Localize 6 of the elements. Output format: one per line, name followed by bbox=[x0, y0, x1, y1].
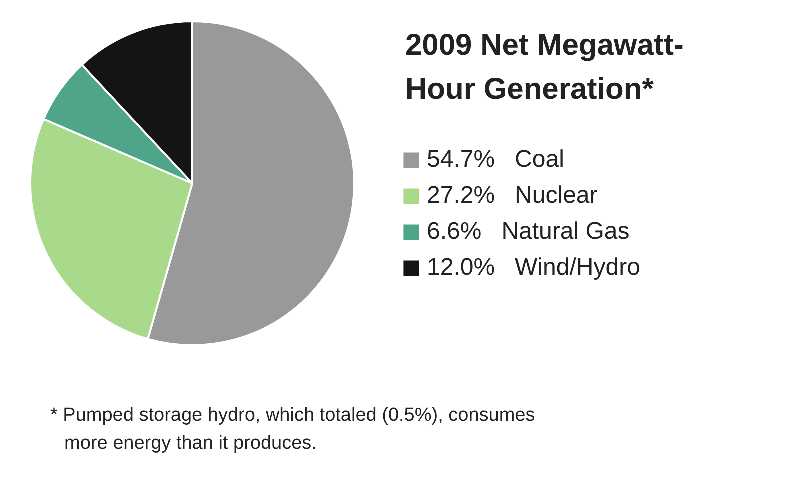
legend-label: 6.6% Natural Gas bbox=[427, 217, 630, 247]
text: 2009 Net Megawatt-Hour Generation* bbox=[406, 29, 684, 106]
legend-label: 27.2% Nuclear bbox=[427, 181, 598, 211]
text: * Pumped storage hydro, which totaled (0.5%), consumes more energy than it produces. bbox=[50, 405, 536, 454]
legend-label: 12.0% Wind/Hydro bbox=[427, 253, 640, 283]
legend-label: 54.7% Coal bbox=[427, 145, 564, 175]
